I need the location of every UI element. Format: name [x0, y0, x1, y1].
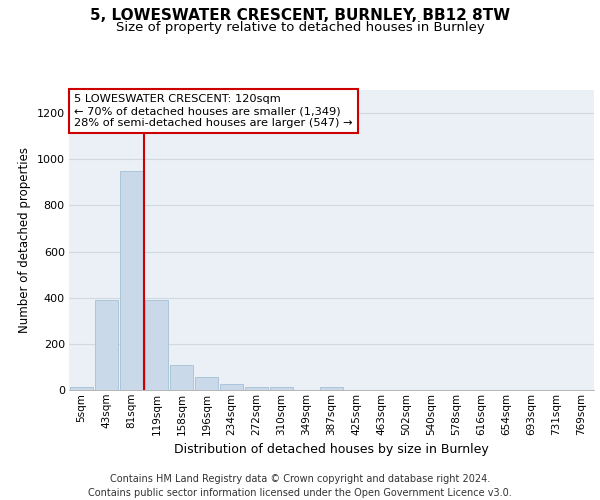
- Bar: [119, 171, 143, 390]
- Bar: [220, 384, 244, 390]
- Text: Size of property relative to detached houses in Burnley: Size of property relative to detached ho…: [116, 21, 484, 34]
- Bar: [70, 386, 94, 390]
- Bar: [245, 386, 268, 390]
- Bar: [170, 364, 193, 390]
- Bar: [194, 378, 218, 390]
- Bar: [320, 387, 343, 390]
- Bar: [95, 300, 118, 390]
- Y-axis label: Number of detached properties: Number of detached properties: [18, 147, 31, 333]
- Text: 5, LOWESWATER CRESCENT, BURNLEY, BB12 8TW: 5, LOWESWATER CRESCENT, BURNLEY, BB12 8T…: [90, 8, 510, 22]
- Bar: [145, 300, 169, 390]
- Text: Contains HM Land Registry data © Crown copyright and database right 2024.
Contai: Contains HM Land Registry data © Crown c…: [88, 474, 512, 498]
- X-axis label: Distribution of detached houses by size in Burnley: Distribution of detached houses by size …: [174, 443, 489, 456]
- Text: 5 LOWESWATER CRESCENT: 120sqm
← 70% of detached houses are smaller (1,349)
28% o: 5 LOWESWATER CRESCENT: 120sqm ← 70% of d…: [74, 94, 353, 128]
- Bar: [269, 387, 293, 390]
